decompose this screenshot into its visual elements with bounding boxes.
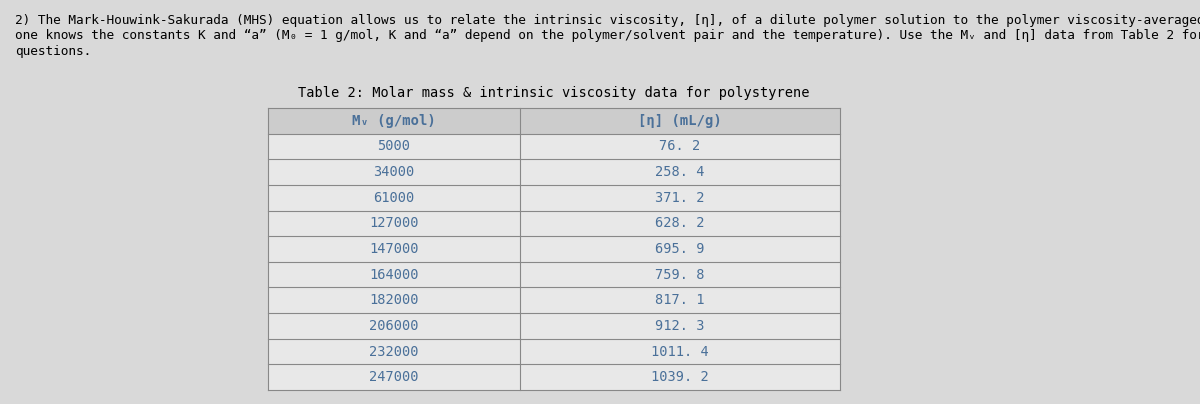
Bar [268,262,840,288]
Text: 247000: 247000 [370,370,419,384]
Text: 127000: 127000 [370,217,419,230]
Text: one knows the constants K and “a” (M₀ = 1 g/mol, K and “a” depend on the polymer: one knows the constants K and “a” (M₀ = … [14,29,1200,42]
Text: 912. 3: 912. 3 [655,319,704,333]
Bar [268,108,840,134]
Text: 817. 1: 817. 1 [655,293,704,307]
Bar [268,236,840,262]
Text: questions.: questions. [14,45,91,58]
Bar [268,210,840,236]
Text: 34000: 34000 [373,165,414,179]
Bar [268,313,840,339]
Text: 2) The Mark-Houwink-Sakurada (MHS) equation allows us to relate the intrinsic vi: 2) The Mark-Houwink-Sakurada (MHS) equat… [14,14,1200,27]
Bar [268,185,840,210]
Text: 232000: 232000 [370,345,419,358]
Text: 695. 9: 695. 9 [655,242,704,256]
Bar [268,288,840,313]
Text: 371. 2: 371. 2 [655,191,704,205]
Text: [η] (mL/g): [η] (mL/g) [638,114,721,128]
Text: 61000: 61000 [373,191,414,205]
Text: 147000: 147000 [370,242,419,256]
Text: 1039. 2: 1039. 2 [650,370,709,384]
Bar [268,339,840,364]
Text: 628. 2: 628. 2 [655,217,704,230]
Text: 206000: 206000 [370,319,419,333]
Text: 759. 8: 759. 8 [655,267,704,282]
Text: 164000: 164000 [370,267,419,282]
Text: 258. 4: 258. 4 [655,165,704,179]
Text: 1011. 4: 1011. 4 [650,345,709,358]
Text: 76. 2: 76. 2 [659,139,701,154]
Text: Table 2: Molar mass & intrinsic viscosity data for polystyrene: Table 2: Molar mass & intrinsic viscosit… [299,86,810,100]
Bar [268,364,840,390]
Text: 182000: 182000 [370,293,419,307]
Text: 5000: 5000 [377,139,410,154]
Bar [268,134,840,159]
Text: Mᵥ (g/mol): Mᵥ (g/mol) [352,114,436,128]
Bar [268,159,840,185]
